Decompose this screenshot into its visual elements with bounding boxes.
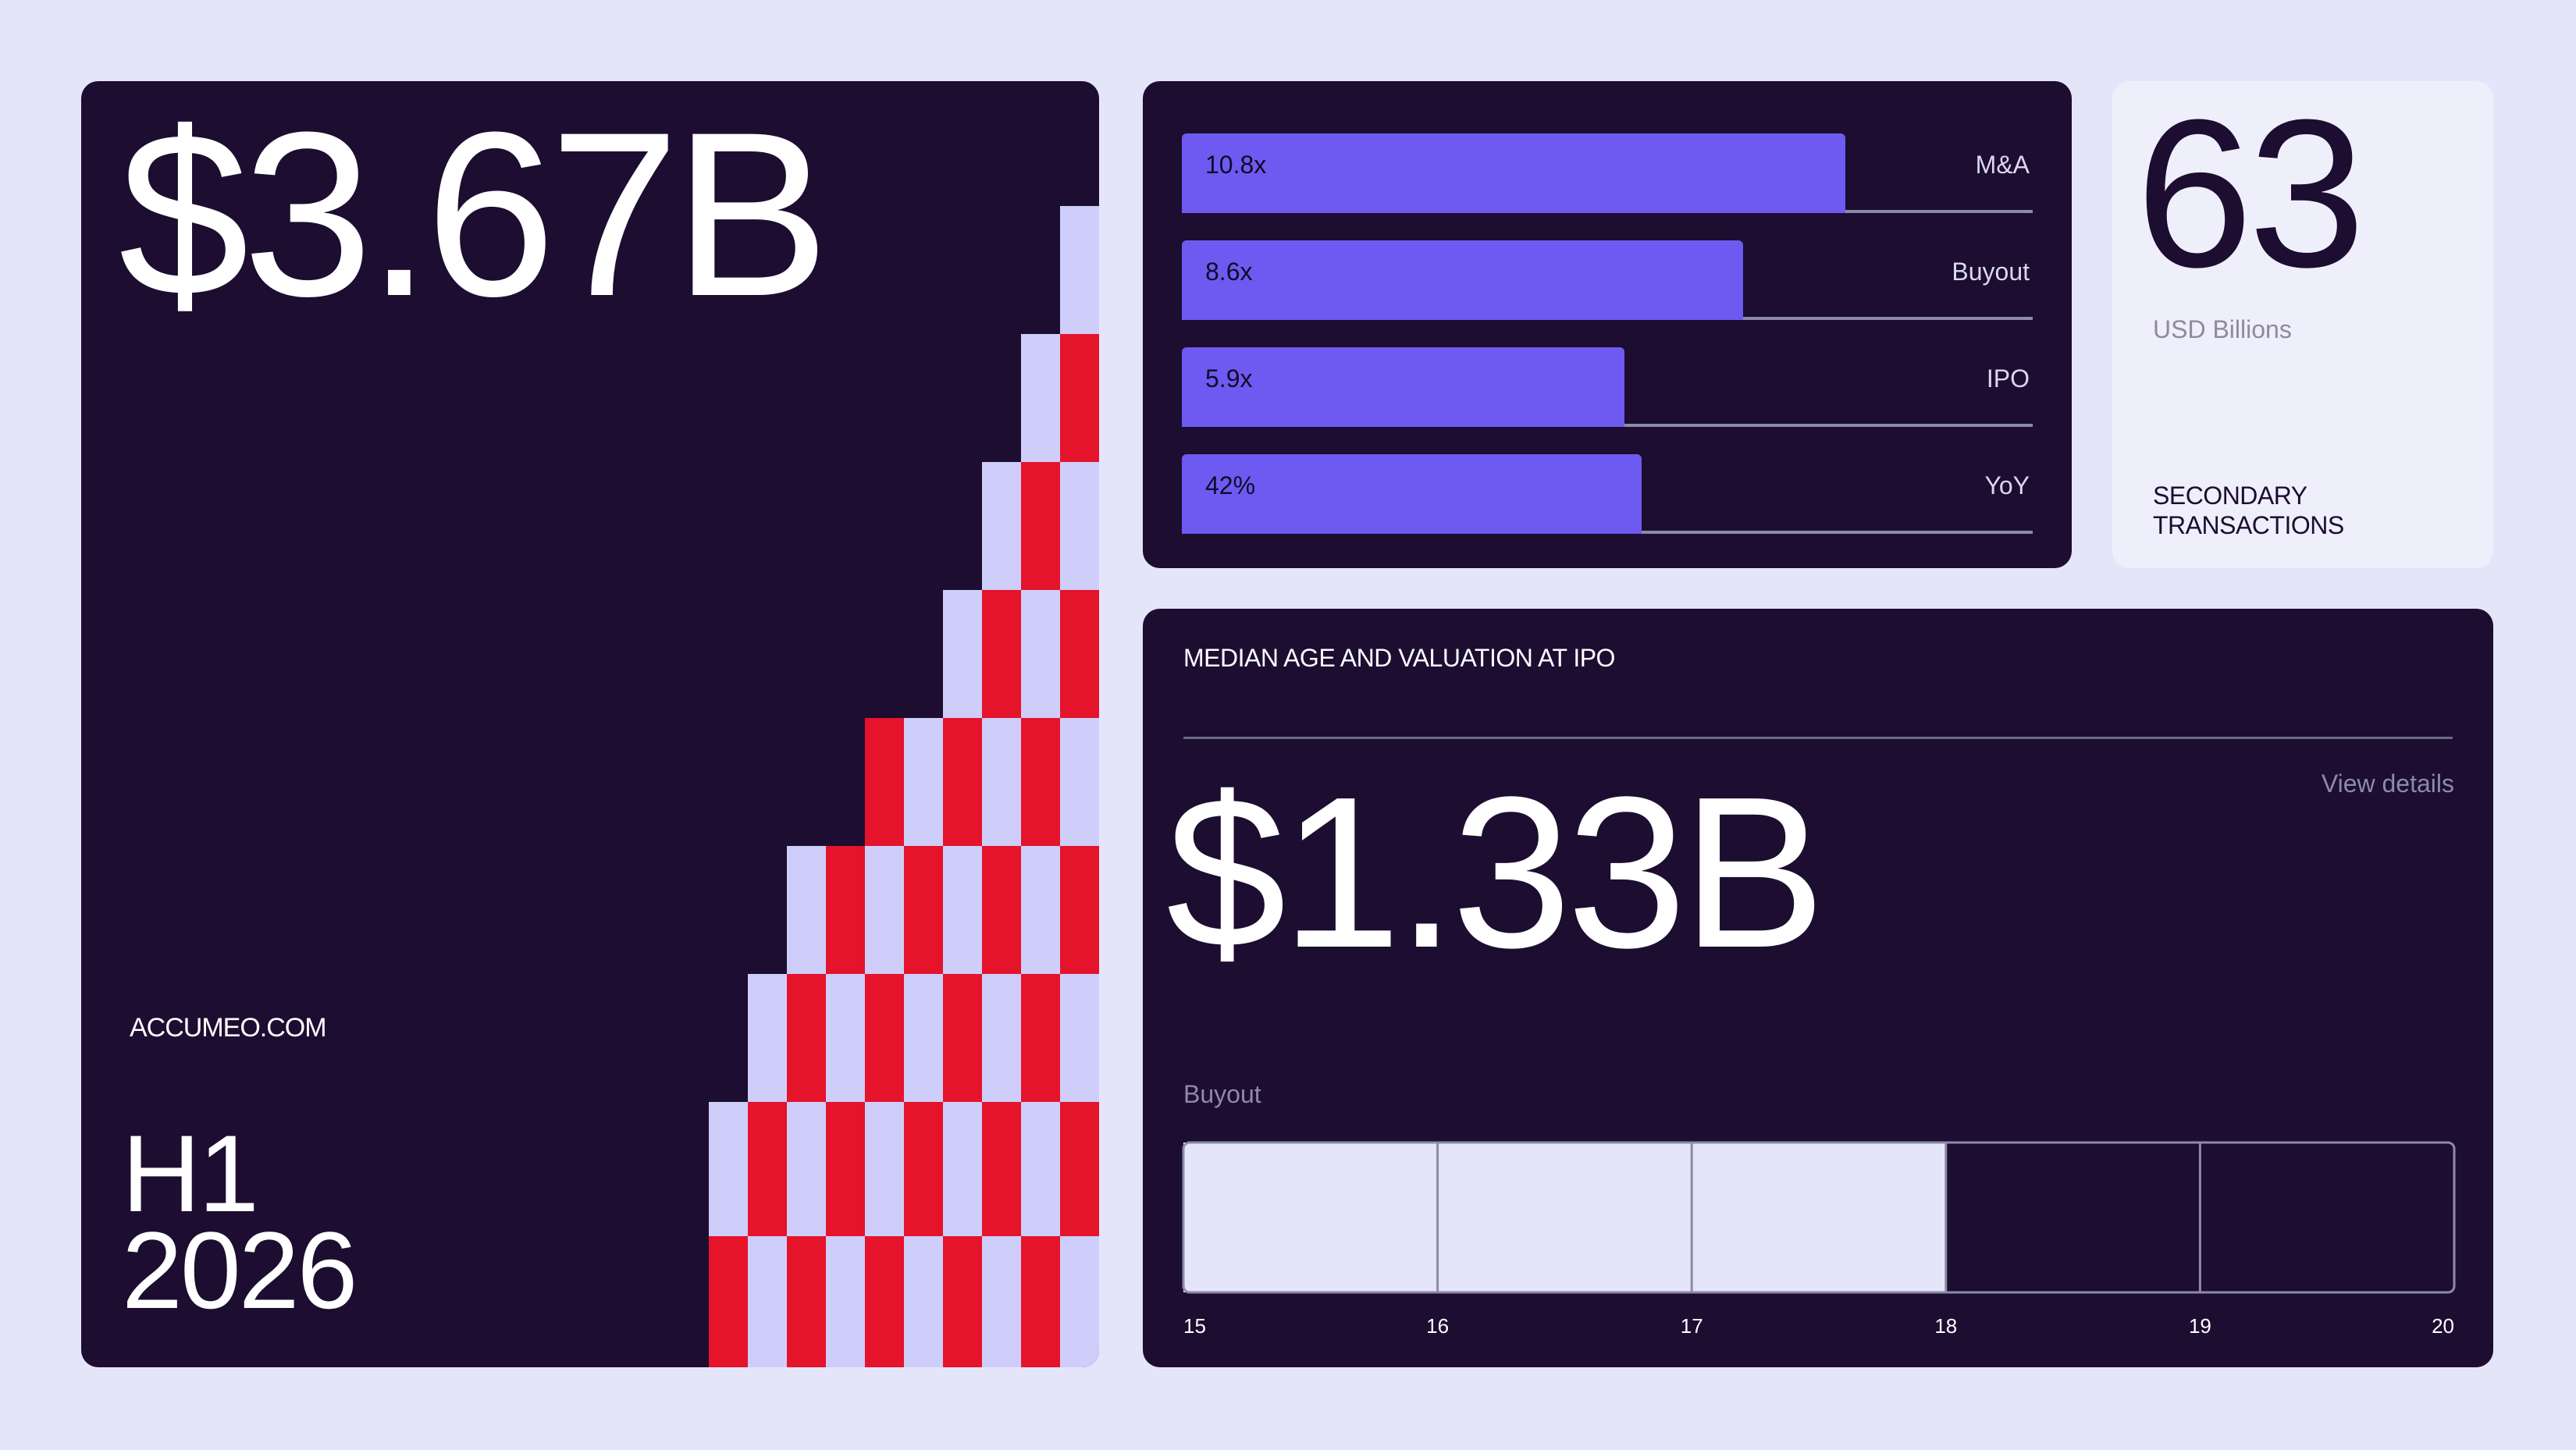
checker-cell bbox=[1060, 462, 1099, 590]
checker-cell bbox=[1021, 590, 1060, 718]
ipo-divider bbox=[1183, 737, 2453, 739]
checker-cell bbox=[748, 1236, 787, 1367]
checker-cell bbox=[1021, 462, 1060, 590]
range-bar bbox=[1183, 1143, 1946, 1292]
x-tick-label: 20 bbox=[2432, 1314, 2454, 1338]
checker-cell bbox=[1021, 974, 1060, 1102]
checker-cell bbox=[982, 590, 1021, 718]
age-range-chart: 15 16 17 18 19 20 bbox=[1182, 1141, 2456, 1338]
period-label: H1 2026 bbox=[122, 1112, 358, 1331]
bar-value-label: 8.6x bbox=[1205, 258, 1253, 286]
checker-cell bbox=[904, 846, 943, 974]
checker-cell bbox=[826, 846, 865, 974]
checker-cell bbox=[826, 1236, 865, 1367]
stat-number: 63 bbox=[2136, 81, 2365, 311]
checker-cell bbox=[904, 974, 943, 1102]
bar-category-label: Buyout bbox=[1952, 258, 2030, 286]
checker-cell bbox=[1021, 1102, 1060, 1236]
checker-cell bbox=[709, 1102, 748, 1236]
checker-cell bbox=[1021, 334, 1060, 462]
bar-category-label: IPO bbox=[1986, 364, 2030, 393]
secondary-transactions-card: 63 USD Billions SECONDARY TRANSACTIONS bbox=[2112, 81, 2493, 568]
checker-cell bbox=[1060, 846, 1099, 974]
period-year: 2026 bbox=[122, 1209, 358, 1331]
checker-cell bbox=[904, 718, 943, 846]
ipo-value: $1.33B bbox=[1166, 752, 1826, 993]
checker-cell bbox=[982, 1236, 1021, 1367]
checker-cell bbox=[1060, 974, 1099, 1102]
bar-value-label: 5.9x bbox=[1205, 364, 1253, 393]
x-tick-label: 17 bbox=[1681, 1314, 1703, 1338]
checker-cell bbox=[943, 718, 982, 846]
x-tick-label: 19 bbox=[2189, 1314, 2211, 1338]
checker-cell bbox=[982, 974, 1021, 1102]
ipo-card: MEDIAN AGE AND VALUATION AT IPO View det… bbox=[1143, 609, 2493, 1367]
checker-cell bbox=[787, 1236, 826, 1367]
checker-cell bbox=[982, 846, 1021, 974]
bar-category-label: YoY bbox=[1984, 471, 2030, 499]
range-series-label: Buyout bbox=[1183, 1080, 1261, 1108]
checker-cell bbox=[865, 1236, 904, 1367]
checker-cell bbox=[943, 1236, 982, 1367]
x-tick-label: 18 bbox=[1934, 1314, 1957, 1338]
checker-cell bbox=[826, 1102, 865, 1236]
period-half: H1 bbox=[122, 1112, 259, 1235]
checker-cell bbox=[904, 1236, 943, 1367]
checker-cell bbox=[865, 846, 904, 974]
checker-cell bbox=[1021, 846, 1060, 974]
checker-cell bbox=[982, 1102, 1021, 1236]
checker-cell bbox=[787, 1102, 826, 1236]
checker-cell bbox=[1060, 206, 1099, 334]
checker-cell bbox=[787, 846, 826, 974]
checker-cell bbox=[865, 718, 904, 846]
checker-cell bbox=[1060, 334, 1099, 462]
checker-cell bbox=[1021, 1236, 1060, 1367]
checker-cell bbox=[1060, 590, 1099, 718]
checker-cell bbox=[826, 974, 865, 1102]
checker-cell bbox=[709, 1236, 748, 1367]
bar-row: 8.6x Buyout bbox=[1182, 240, 2033, 320]
hero-value: $3.67B bbox=[119, 83, 830, 345]
bar bbox=[1182, 454, 1642, 534]
checker-cell bbox=[865, 974, 904, 1102]
checker-cell bbox=[943, 846, 982, 974]
stat-title: SECONDARY TRANSACTIONS bbox=[2153, 482, 2344, 539]
range-frame bbox=[1182, 1141, 2456, 1294]
x-tick-label: 16 bbox=[1426, 1314, 1449, 1338]
checker-cell bbox=[1060, 1102, 1099, 1236]
bar bbox=[1182, 347, 1624, 427]
bar-category-label: M&A bbox=[1975, 151, 2030, 179]
checker-cell bbox=[943, 590, 982, 718]
checker-cell bbox=[787, 974, 826, 1102]
bar-row: 5.9x IPO bbox=[1182, 347, 2033, 427]
checker-cell bbox=[1021, 718, 1060, 846]
checker-cell bbox=[943, 1102, 982, 1236]
checker-cell bbox=[982, 462, 1021, 590]
checker-cell bbox=[943, 974, 982, 1102]
multiples-bar-chart: 10.8x M&A 8.6x Buyout 5.9x IPO 42% YoY bbox=[1143, 81, 2072, 568]
checker-cell bbox=[748, 974, 787, 1102]
stat-unit: USD Billions bbox=[2153, 315, 2292, 343]
view-details-link[interactable]: View details bbox=[2321, 769, 2454, 798]
hero-card: $3.67B ACCUMEO.COM H1 2026 bbox=[81, 81, 1099, 1367]
checker-cell bbox=[1060, 1236, 1099, 1367]
bar-value-label: 42% bbox=[1205, 471, 1256, 499]
bar-row: 42% YoY bbox=[1182, 454, 2033, 534]
checker-cell bbox=[748, 1102, 787, 1236]
x-tick-label: 15 bbox=[1183, 1314, 1206, 1338]
bar bbox=[1182, 133, 1845, 213]
bar-row: 10.8x M&A bbox=[1182, 133, 2033, 213]
checker-cell bbox=[865, 1102, 904, 1236]
bar-value-label: 10.8x bbox=[1205, 151, 1267, 179]
site-link[interactable]: ACCUMEO.COM bbox=[130, 1013, 327, 1043]
checker-cell bbox=[1060, 718, 1099, 846]
ipo-title: MEDIAN AGE AND VALUATION AT IPO bbox=[1183, 644, 1615, 672]
bar bbox=[1182, 240, 1743, 320]
checker-cell bbox=[904, 1102, 943, 1236]
checker-cell bbox=[982, 718, 1021, 846]
